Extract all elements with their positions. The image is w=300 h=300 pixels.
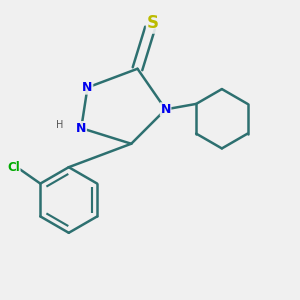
Text: N: N — [76, 122, 86, 135]
Text: N: N — [82, 81, 93, 94]
Text: N: N — [160, 103, 171, 116]
Text: S: S — [147, 14, 159, 32]
Text: Cl: Cl — [7, 161, 20, 174]
Text: H: H — [56, 120, 63, 130]
